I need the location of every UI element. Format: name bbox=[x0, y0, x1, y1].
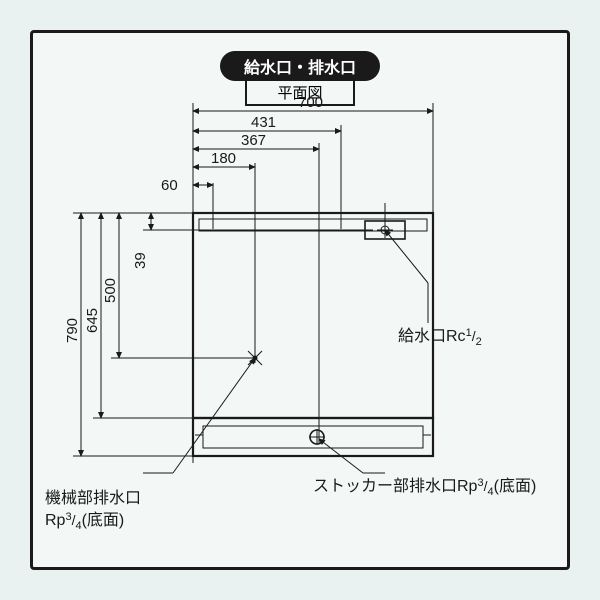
dim-60: 60 bbox=[161, 177, 178, 194]
label-mach-2: Rp3/4(底面) bbox=[45, 511, 124, 532]
diagram-svg: 700 431 367 180 60 790 645 500 39 給水口Rc1… bbox=[33, 33, 573, 573]
dim-790: 790 bbox=[64, 318, 81, 343]
label-inlet: 給水口Rc1/2 bbox=[398, 327, 482, 348]
dim-367: 367 bbox=[241, 132, 266, 149]
label-mach-1: 機械部排水口 bbox=[45, 489, 141, 507]
dim-645: 645 bbox=[84, 308, 101, 333]
dim-180: 180 bbox=[211, 150, 236, 167]
unit-outer bbox=[193, 213, 433, 418]
dim-431: 431 bbox=[251, 114, 276, 131]
drawing-frame: 給水口・排水口 平面図 bbox=[30, 30, 570, 570]
dim-39: 39 bbox=[132, 252, 149, 269]
label-stocker: ストッカー部排水口Rp3/4(底面) bbox=[313, 477, 536, 498]
dim-700: 700 bbox=[298, 94, 323, 111]
dim-500: 500 bbox=[102, 278, 119, 303]
